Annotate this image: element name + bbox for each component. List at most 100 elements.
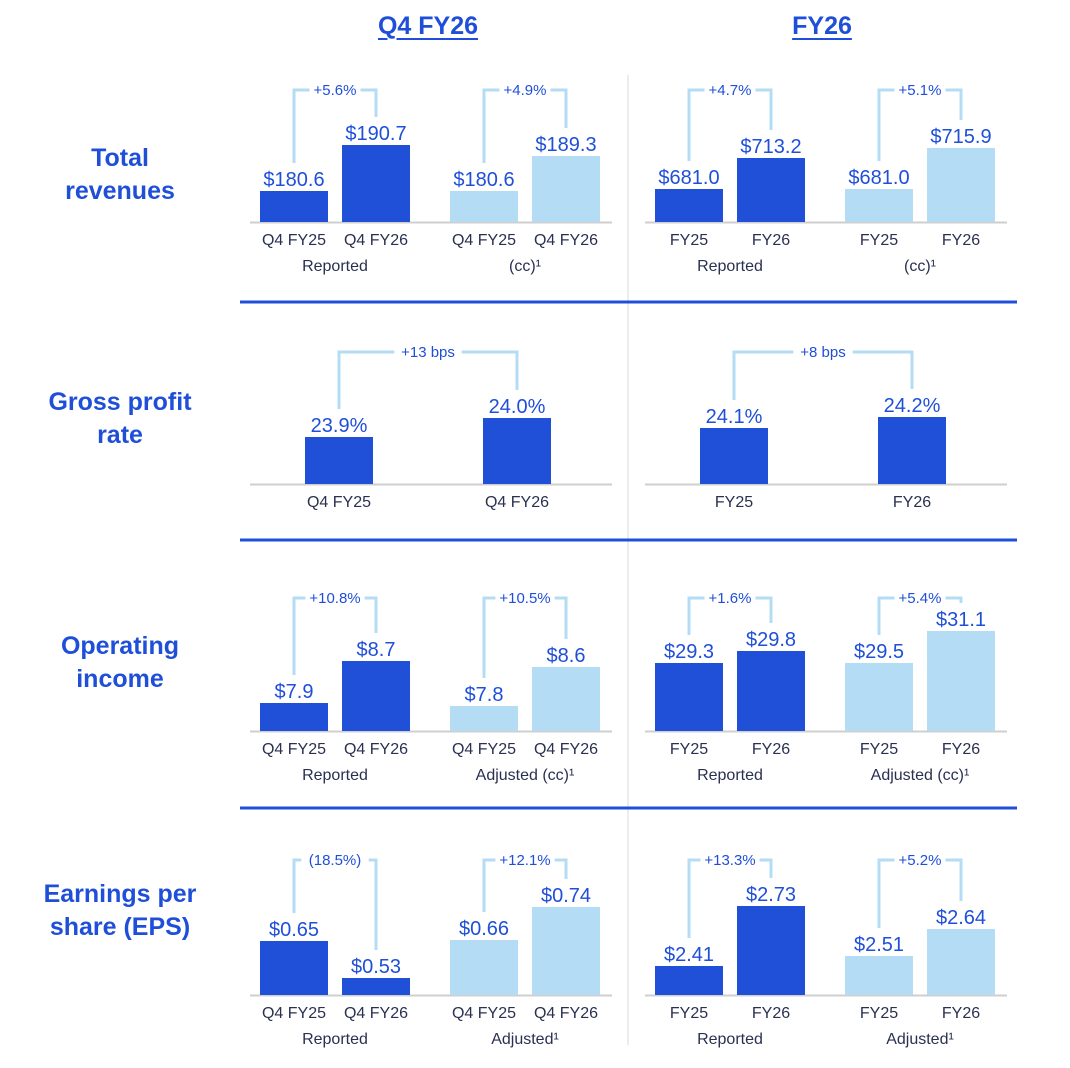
change-bracket-right (368, 858, 378, 950)
change-label: (18.5%) (309, 852, 362, 869)
category-label: FY26 (942, 1005, 980, 1022)
value-label: $29.8 (746, 629, 796, 651)
change-bracket-right (554, 858, 568, 879)
group-label: (cc)¹ (904, 258, 936, 275)
change-bracket-left (732, 350, 794, 400)
bar (260, 703, 328, 731)
bar (927, 929, 995, 995)
header-year: FY26 (792, 12, 852, 40)
change-label: +4.7% (709, 82, 752, 99)
bar (450, 191, 518, 222)
change-label: +4.9% (504, 82, 547, 99)
change-bracket-left (292, 858, 302, 913)
change-bracket-left (482, 596, 496, 678)
group-label: Adjusted (cc)¹ (476, 767, 575, 784)
value-label: $715.9 (930, 126, 991, 148)
bar (845, 189, 913, 222)
value-label: $0.66 (459, 918, 509, 940)
value-label: $713.2 (740, 136, 801, 158)
group-label: (cc)¹ (509, 258, 541, 275)
value-label: $8.6 (547, 645, 586, 667)
change-bracket-left (877, 88, 895, 161)
value-label: $8.7 (357, 639, 396, 661)
bar (845, 956, 913, 995)
category-label: FY26 (942, 232, 980, 249)
row-label-total-revenues: Total revenues (65, 144, 175, 205)
change-label: +5.1% (899, 82, 942, 99)
category-label: FY26 (752, 741, 790, 758)
value-label: $681.0 (658, 167, 719, 189)
category-label: Q4 FY26 (534, 741, 598, 758)
change-bracket-left (877, 596, 895, 635)
change-bracket-right (945, 88, 963, 120)
value-label: 23.9% (311, 415, 368, 437)
change-label: +1.6% (709, 590, 752, 607)
value-label: $180.6 (453, 169, 514, 191)
group-label: Adjusted¹ (886, 1031, 954, 1048)
group-label: Reported (697, 1031, 763, 1048)
change-bracket-left (687, 858, 701, 938)
change-label: +10.5% (499, 590, 550, 607)
change-bracket-right (852, 350, 914, 389)
category-label: Q4 FY25 (262, 1005, 326, 1022)
category-label: Q4 FY25 (452, 741, 516, 758)
value-label: $2.64 (936, 907, 986, 929)
group-label: Reported (697, 767, 763, 784)
value-label: $0.74 (541, 885, 591, 907)
bar (845, 663, 913, 731)
value-label: 24.0% (489, 396, 546, 418)
change-label: +8 bps (800, 344, 845, 361)
header-quarter: Q4 FY26 (377, 12, 479, 40)
bar (532, 156, 600, 222)
change-bracket-left (482, 858, 496, 912)
category-label: Q4 FY25 (307, 494, 371, 511)
bar (737, 651, 805, 731)
category-label: Q4 FY26 (344, 741, 408, 758)
bar (655, 189, 723, 222)
category-label: FY25 (670, 232, 708, 249)
value-label: $180.6 (263, 169, 324, 191)
value-label: 24.1% (706, 406, 763, 428)
category-label: FY26 (893, 494, 931, 511)
bar (342, 145, 410, 222)
row-divider (240, 538, 1017, 542)
category-label: FY26 (752, 1005, 790, 1022)
change-bracket-right (945, 596, 963, 603)
change-bracket-left (337, 350, 395, 409)
value-label: $7.9 (275, 681, 314, 703)
value-label: $29.5 (854, 641, 904, 663)
value-label: $0.53 (351, 956, 401, 978)
value-label: $681.0 (848, 167, 909, 189)
category-label: FY25 (670, 741, 708, 758)
bar (655, 663, 723, 731)
bar (260, 191, 328, 222)
change-label: +13.3% (704, 852, 755, 869)
change-label: +5.2% (899, 852, 942, 869)
change-bracket-right (945, 858, 963, 901)
category-label: Q4 FY26 (344, 1005, 408, 1022)
change-bracket-right (759, 858, 773, 878)
group-label: Reported (302, 258, 368, 275)
group-label: Reported (302, 1031, 368, 1048)
group-label: Adjusted (cc)¹ (871, 767, 970, 784)
bar (927, 631, 995, 731)
value-label: 24.2% (884, 395, 941, 417)
bar (342, 978, 410, 995)
row-divider (240, 806, 1017, 810)
row-divider (240, 300, 1017, 304)
change-label: +12.1% (499, 852, 550, 869)
bar (737, 906, 805, 995)
category-label: Q4 FY25 (452, 1005, 516, 1022)
change-bracket-left (482, 88, 500, 163)
category-label: Q4 FY25 (262, 741, 326, 758)
group-label: Reported (697, 258, 763, 275)
category-label: Q4 FY26 (534, 232, 598, 249)
bar (305, 437, 373, 484)
bar (260, 941, 328, 995)
value-label: $0.65 (269, 919, 319, 941)
change-bracket-right (364, 596, 378, 633)
category-label: Q4 FY26 (344, 232, 408, 249)
category-label: Q4 FY25 (452, 232, 516, 249)
bar (737, 158, 805, 222)
